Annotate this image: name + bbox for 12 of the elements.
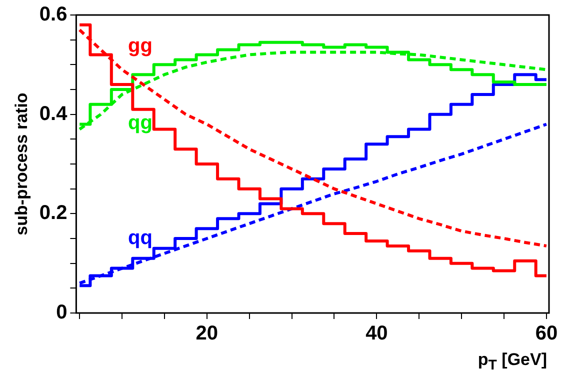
y-tick-label: 0.4 <box>39 102 68 125</box>
x-tick-label: 20 <box>196 322 218 345</box>
y-tick-label: 0.6 <box>39 4 68 26</box>
series-label: qq <box>128 226 152 249</box>
x-tick-label: 60 <box>535 322 558 345</box>
y-axis-title: sub-process ratio <box>12 92 31 236</box>
x-axis-title: p$_{T}$ [GeV] <box>478 350 547 374</box>
y-tick-label: 0 <box>56 302 68 324</box>
x-tick-label: 40 <box>366 322 388 345</box>
series-label: qg <box>128 112 152 134</box>
series-label: gg <box>128 35 152 58</box>
y-tick-label: 0.2 <box>39 202 68 224</box>
